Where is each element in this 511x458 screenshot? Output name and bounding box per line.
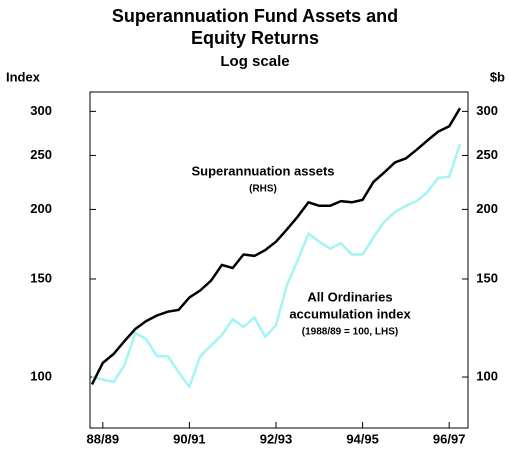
y-axis-label: Index bbox=[6, 69, 41, 84]
y-tick-label: 100 bbox=[30, 368, 52, 383]
y-tick-label: 300 bbox=[30, 103, 52, 118]
chart-subtitle: Log scale bbox=[220, 53, 289, 70]
y2-tick-label: 100 bbox=[476, 368, 498, 383]
series-line bbox=[90, 107, 462, 385]
x-tick-label: 90/91 bbox=[173, 431, 206, 446]
y-tick-label: 250 bbox=[30, 147, 52, 162]
y2-tick-label: 200 bbox=[476, 201, 498, 216]
x-tick-label: 88/89 bbox=[87, 431, 120, 446]
annotation: (1988/89 = 100, LHS) bbox=[302, 327, 398, 338]
plot-frame bbox=[89, 91, 469, 429]
y-tick-label: 150 bbox=[30, 270, 52, 285]
chart-title: Superannuation Fund Assets and Equity Ret… bbox=[112, 6, 398, 48]
y2-tick-label: 250 bbox=[476, 147, 498, 162]
y2-tick-label: 300 bbox=[476, 103, 498, 118]
annotation: (RHS) bbox=[249, 184, 277, 195]
annotation: All Ordinaries bbox=[307, 289, 392, 304]
x-tick-label: 94/95 bbox=[346, 431, 379, 446]
series-line bbox=[91, 143, 462, 389]
x-tick-label: 96/97 bbox=[433, 431, 466, 446]
annotation: Superannuation assets bbox=[191, 163, 334, 178]
annotation: accumulation index bbox=[289, 306, 411, 321]
x-tick-label: 92/93 bbox=[260, 431, 293, 446]
y-tick-label: 200 bbox=[30, 201, 52, 216]
y2-tick-label: 150 bbox=[476, 270, 498, 285]
y2-axis-label: $b bbox=[490, 69, 505, 84]
